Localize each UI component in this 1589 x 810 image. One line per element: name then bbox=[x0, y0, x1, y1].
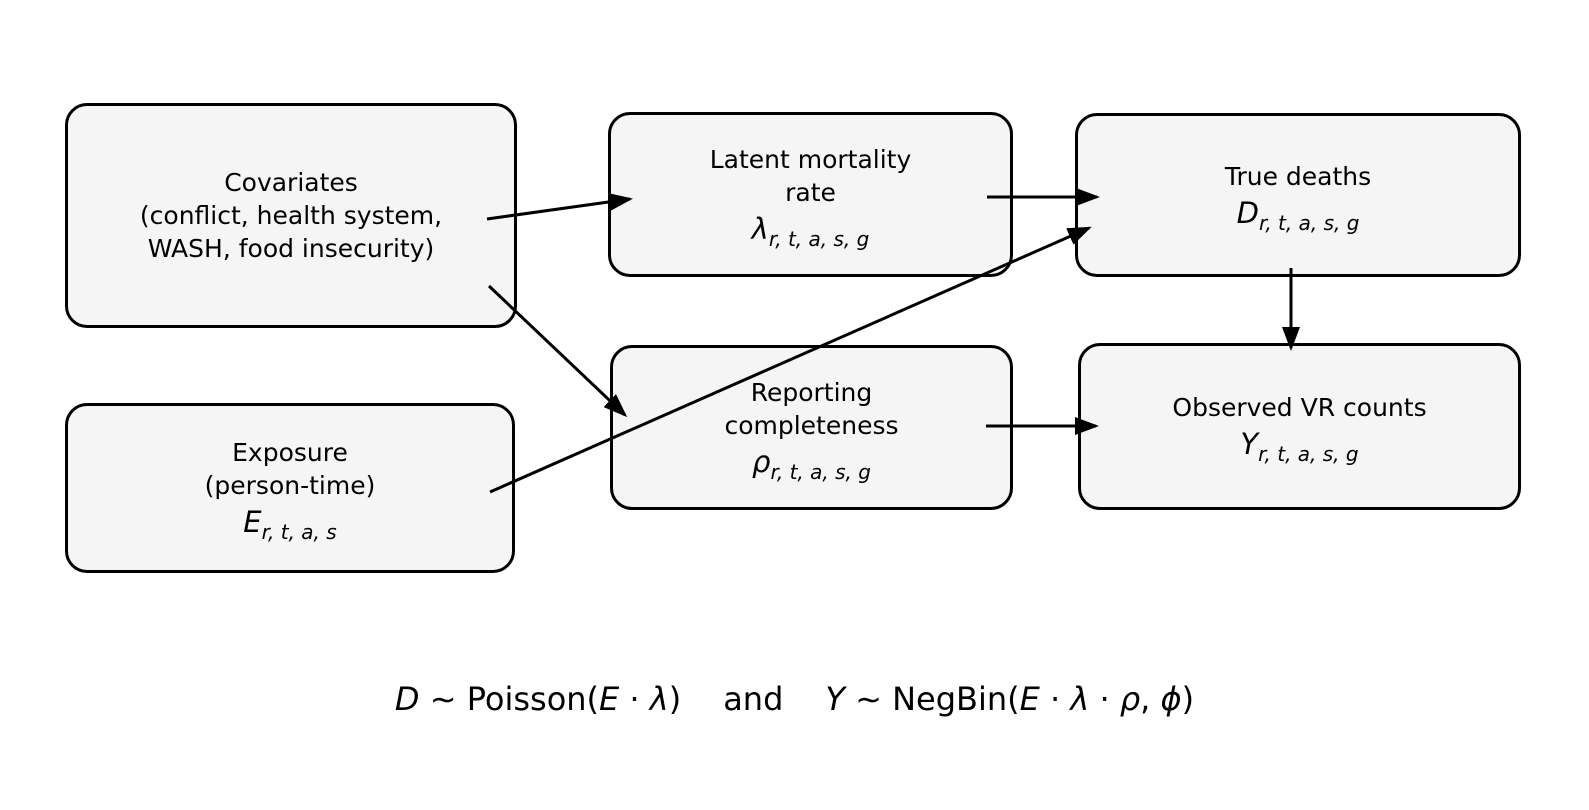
formula-segment: ρ bbox=[1119, 680, 1141, 718]
box-true-deaths-line1: True deaths bbox=[1224, 161, 1372, 191]
box-observed-vr-counts: Observed VR counts Yr, t, a, s, g bbox=[1078, 343, 1521, 510]
box-latent-line2: rate bbox=[785, 177, 836, 207]
rho-subscript: r, t, a, s, g bbox=[770, 459, 871, 484]
formula-segment: ∼ bbox=[419, 680, 467, 718]
box-covariates: Covariates (conflict, health system, WAS… bbox=[65, 103, 517, 328]
exposure-symbol: Er, t, a, s bbox=[243, 505, 336, 542]
lambda-subscript: r, t, a, s, g bbox=[768, 226, 870, 251]
y-symbol: Y bbox=[1240, 427, 1259, 462]
box-covariates-line3: WASH, food insecurity) bbox=[147, 234, 435, 263]
e-symbol: E bbox=[243, 505, 262, 540]
box-exposure-line2: (person-time) bbox=[204, 471, 376, 501]
rho-symbol: ρ bbox=[752, 444, 771, 479]
box-true-deaths: True deaths Dr, t, a, s, g bbox=[1075, 113, 1521, 277]
box-covariates-line2: (conflict, health system, bbox=[139, 201, 443, 230]
lambda-symbol: λ bbox=[751, 211, 769, 246]
formula-and: and bbox=[723, 680, 784, 718]
formula-segment: λ bbox=[649, 680, 669, 718]
formula-segment: D bbox=[394, 680, 420, 718]
box-observed-line1: Observed VR counts bbox=[1172, 393, 1427, 423]
formula-segment: ⋅ bbox=[619, 680, 650, 718]
box-latent-mortality-rate: Latent mortality rate λr, t, a, s, g bbox=[608, 112, 1013, 277]
e-subscript: r, t, a, s bbox=[261, 519, 337, 544]
formula-segment: ∼ bbox=[844, 680, 893, 718]
formula-segment: ϕ bbox=[1160, 680, 1182, 718]
box-latent-line1: Latent mortality bbox=[709, 144, 912, 174]
formula-segment: E bbox=[1019, 680, 1040, 718]
observed-symbol: Yr, t, a, s, g bbox=[1240, 427, 1358, 464]
formula-segment: Poisson( bbox=[466, 680, 600, 718]
box-reporting-line2: completeness bbox=[724, 410, 899, 440]
d-symbol: D bbox=[1236, 195, 1259, 230]
formula-segment: ) bbox=[1181, 680, 1195, 718]
formula-segment: NegBin( bbox=[892, 680, 1020, 718]
formula-segment: ) bbox=[668, 680, 682, 718]
d-subscript: r, t, a, s, g bbox=[1258, 210, 1360, 235]
formula-segment: Y bbox=[825, 680, 845, 718]
formula-segment: , bbox=[1140, 680, 1161, 718]
formula-segment: ⋅ bbox=[1039, 680, 1071, 718]
box-reporting-line1: Reporting bbox=[750, 377, 873, 407]
box-covariates-line1: Covariates bbox=[224, 168, 358, 197]
model-formula: D ∼ Poisson(E ⋅ λ) and Y ∼ NegBin(E ⋅ λ ⋅ … bbox=[0, 680, 1589, 718]
box-reporting-completeness: Reporting completeness ρr, t, a, s, g bbox=[610, 345, 1013, 510]
formula-segment: E bbox=[599, 680, 620, 718]
formula-segment: ⋅ bbox=[1089, 680, 1120, 718]
true-deaths-symbol: Dr, t, a, s, g bbox=[1236, 195, 1360, 235]
latent-rate-symbol: λr, t, a, s, g bbox=[751, 211, 870, 251]
box-exposure: Exposure (person-time) Er, t, a, s bbox=[65, 403, 515, 573]
box-exposure-line1: Exposure bbox=[232, 438, 348, 468]
formula-segment: λ bbox=[1070, 680, 1090, 718]
reporting-symbol: ρr, t, a, s, g bbox=[752, 444, 871, 484]
y-subscript: r, t, a, s, g bbox=[1258, 441, 1359, 466]
